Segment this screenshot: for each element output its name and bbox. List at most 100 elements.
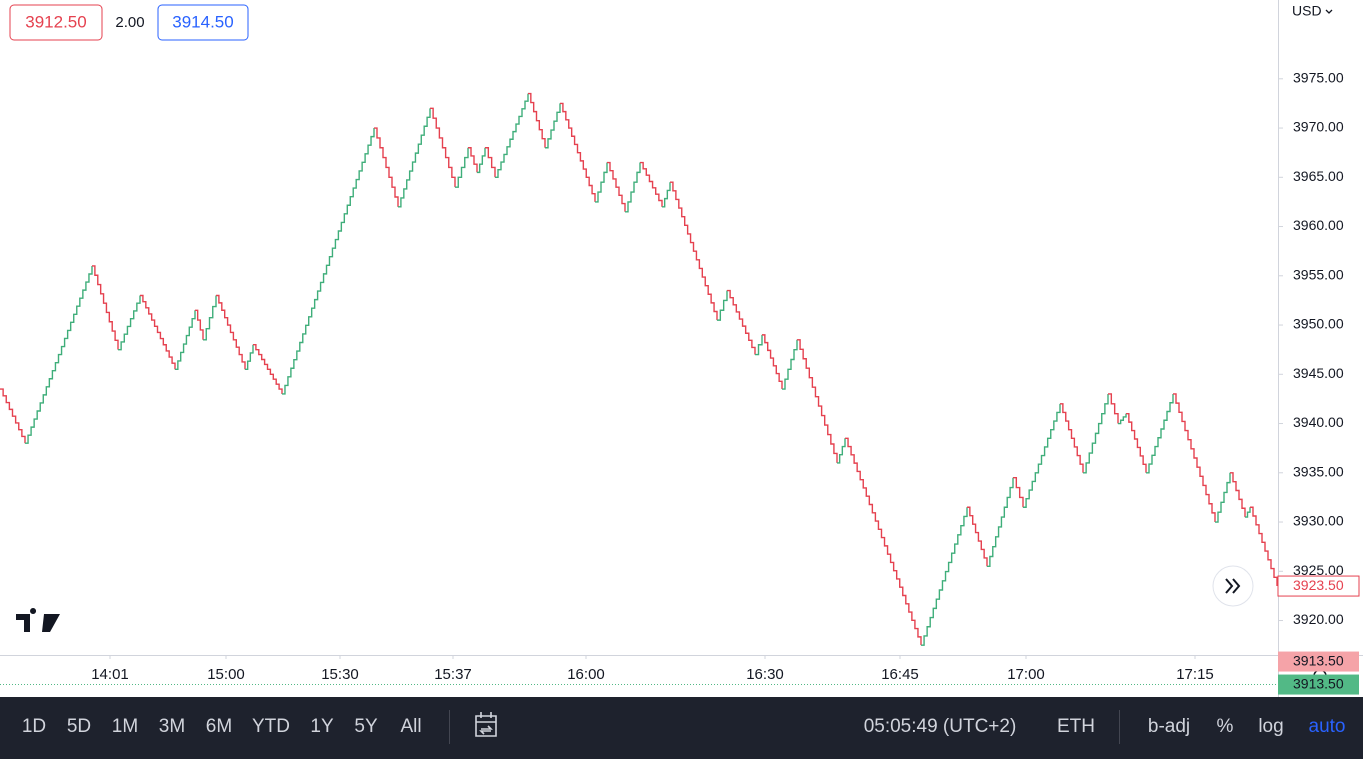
currency[interactable]: USD [1292,3,1322,19]
x-tick-label: 15:00 [207,666,245,683]
renko-leg [1146,393,1174,474]
renko-leg [967,506,988,567]
renko-leg [1083,393,1109,474]
renko-leg [118,295,141,351]
renko-leg [203,295,217,341]
renko-leg [477,147,486,174]
renko-leg [398,108,431,208]
x-tick-label: 16:45 [881,666,919,683]
renko-leg [717,290,728,321]
logo [16,608,60,632]
price-tag [1278,674,1359,695]
renko-leg [607,161,626,212]
renko-leg [374,127,399,207]
y-tick-label: 3960.00 [1293,217,1344,233]
y-tick-label: 3945.00 [1293,365,1344,381]
range-button[interactable]: 5D [67,716,91,737]
renko-leg [1060,403,1084,473]
renko-leg [282,128,375,395]
x-tick-label: 16:30 [746,666,784,683]
y-tick-label: 3930.00 [1293,513,1344,529]
auto-toggle[interactable]: auto [1309,716,1346,737]
spread: 2.00 [115,14,144,31]
price-tag-label: 3913.50 [1293,652,1344,668]
renko-leg [662,182,671,208]
renko-leg [92,265,119,350]
x-tick-label: 17:15 [1176,666,1214,683]
renko-leg [1126,412,1147,473]
range-button[interactable]: 6M [206,716,232,737]
date-range-icon[interactable] [475,712,497,737]
x-tick-label: 15:30 [321,666,359,683]
renko-leg [430,107,456,188]
background [0,0,1363,697]
range-button[interactable]: 5Y [354,716,378,737]
y-tick-label: 3935.00 [1293,463,1344,479]
y-tick-label: 3955.00 [1293,266,1344,282]
renko-leg [987,477,1014,568]
renko-leg [195,309,204,340]
price-tag [1278,651,1359,672]
renko-leg [560,102,596,202]
renko-leg [625,162,641,213]
renko-leg [455,147,469,188]
percent[interactable]: % [1217,716,1234,737]
range-button[interactable]: 1D [22,716,46,737]
renko-leg [595,162,608,203]
session[interactable]: ETH [1057,716,1095,737]
y-tick-label: 3950.00 [1293,316,1344,332]
currency-caret[interactable] [1325,9,1333,14]
clock[interactable]: 05:05:49 (UTC+2) [864,716,1017,737]
renko-leg [837,438,846,464]
sell-price[interactable]: 3912.50 [25,12,86,31]
renko-leg [727,289,756,355]
y-tick-label: 3940.00 [1293,414,1344,430]
y-tick-label: 3970.00 [1293,119,1344,135]
renko-leg [495,93,529,178]
renko-leg [175,310,196,371]
renko-leg [670,181,718,321]
renko-leg [1118,413,1127,425]
renko-leg [640,161,663,207]
range-button[interactable]: All [400,716,421,737]
buy-button[interactable] [157,4,249,41]
renko-leg [1108,393,1119,424]
adjust[interactable]: b-adj [1148,716,1190,737]
renko-leg [921,507,968,646]
renko-leg [528,92,546,148]
renko-leg [485,147,496,178]
y-tick-label: 3965.00 [1293,168,1344,184]
range-button[interactable]: 1Y [310,716,334,737]
price-tag-label: 3923.50 [1293,577,1344,593]
renko-leg [762,334,783,390]
renko-leg [545,103,561,149]
log-toggle[interactable]: log [1258,716,1283,737]
renko-leg [1173,393,1216,523]
renko-leg [1230,472,1246,518]
x-tick-label: 17:00 [1007,666,1045,683]
range-button[interactable]: YTD [252,716,290,737]
renko-leg [245,344,254,371]
price-tag [1277,575,1360,597]
price-tag-label: 3913.50 [1293,675,1344,691]
range-button[interactable]: 3M [159,716,185,737]
y-tick-label: 3920.00 [1293,611,1344,627]
range-button[interactable]: 1M [112,716,138,737]
x-tick-label: 16:00 [567,666,605,683]
renko-leg [0,388,26,444]
renko-leg [140,294,176,370]
renko-leg [845,437,922,646]
renko-leg [253,344,283,394]
renko-leg [1023,403,1061,508]
sell-button[interactable] [9,4,103,41]
x-tick-label: 14:01 [91,666,129,683]
renko-leg [468,147,478,173]
renko-leg [1013,477,1024,508]
buy-price[interactable]: 3914.50 [172,12,233,31]
scroll-icon[interactable] [1225,578,1241,594]
renko-leg [25,265,93,444]
renko-leg [797,339,838,463]
renko-leg [1245,507,1251,518]
